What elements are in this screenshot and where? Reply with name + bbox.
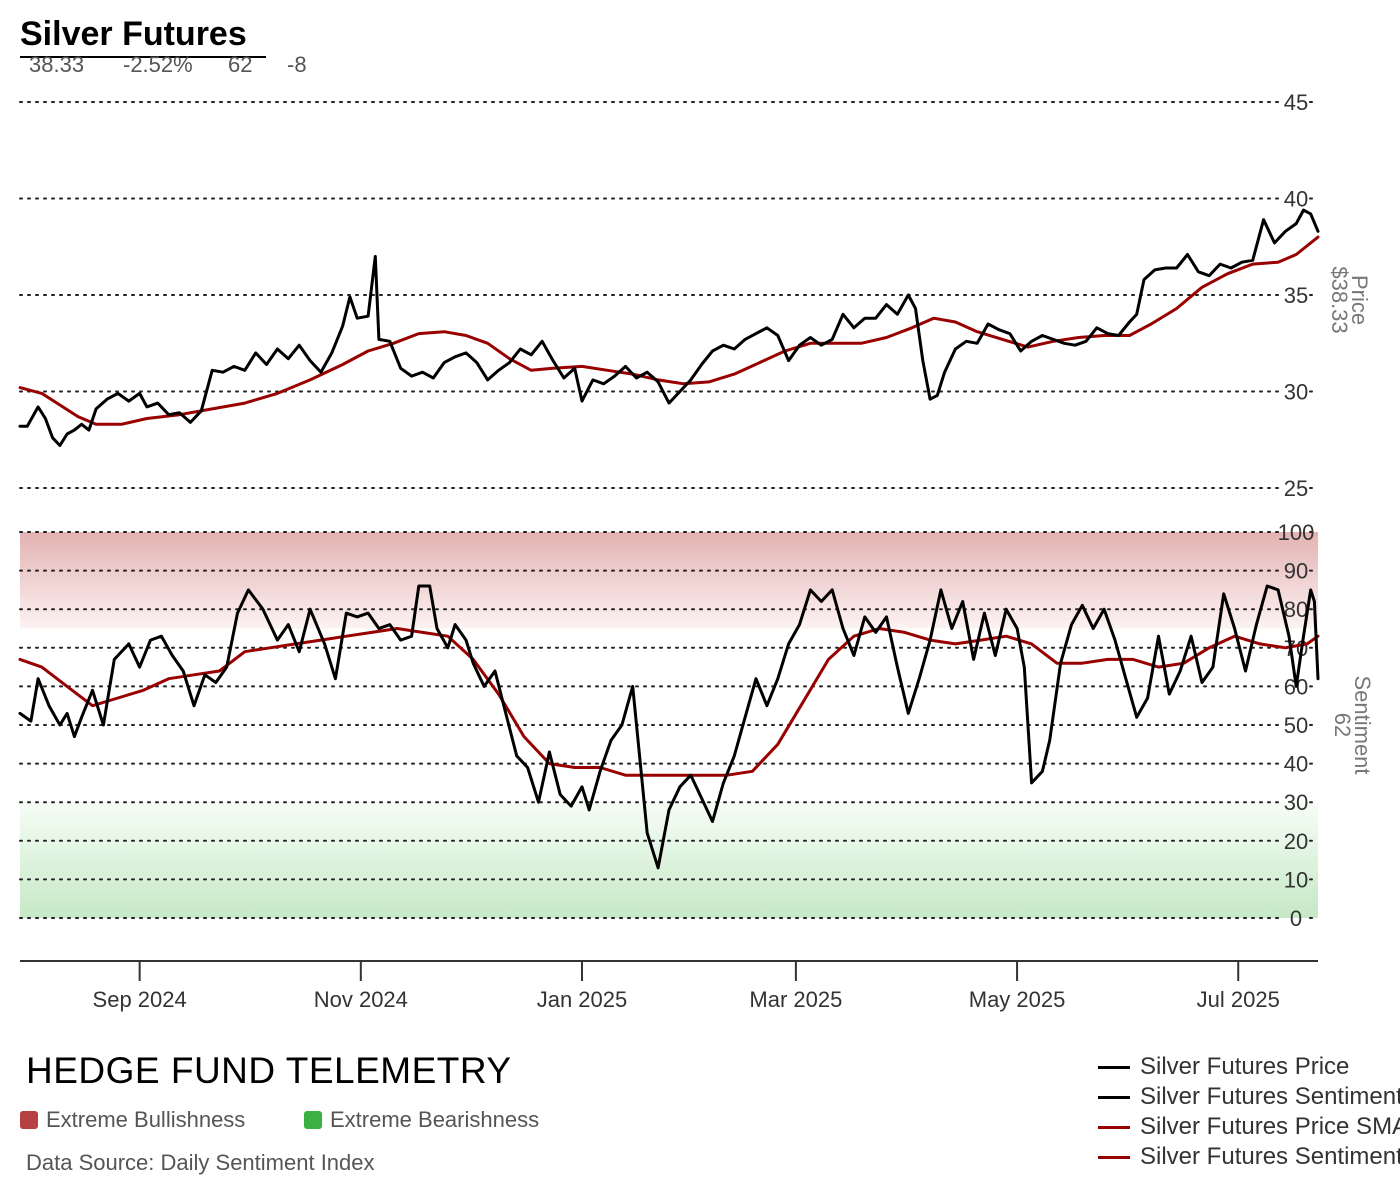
series-lines [18, 208, 1320, 870]
sentiment-change: -8 [287, 52, 307, 77]
price-tick-label: 45 [1284, 90, 1308, 115]
extreme-bull-key: Extreme Bullishness [20, 1107, 245, 1133]
extreme-bear-band [20, 802, 1318, 918]
legend-line-sentiment-sma [1098, 1155, 1130, 1159]
sentiment-tick-label: 20 [1284, 829, 1308, 854]
x-tick-label: Sep 2024 [93, 987, 187, 1012]
x-tick-label: Jul 2025 [1197, 987, 1280, 1012]
extreme-bear-label: Extreme Bearishness [330, 1107, 540, 1132]
price-line [18, 208, 1320, 447]
extreme-bear-swatch [304, 1111, 322, 1129]
legend: Silver Futures Price Silver Futures Sent… [1098, 1052, 1400, 1172]
extreme-bull-label: Extreme Bullishness [46, 1107, 246, 1132]
extreme-bull-band [20, 532, 1318, 629]
price-tick-label: 25 [1284, 476, 1308, 501]
legend-item-sentiment-sma[interactable]: Silver Futures Sentiment SMA [1098, 1142, 1400, 1172]
price-axis-value: $38.33 [1327, 266, 1352, 333]
legend-line-price [1098, 1065, 1130, 1069]
price-value: 38.33 [29, 52, 85, 77]
sentiment-tick-label: 80 [1284, 597, 1308, 622]
sentiment-tick-label: 30 [1284, 790, 1308, 815]
legend-line-price-sma [1098, 1125, 1130, 1129]
x-tick-label: Jan 2025 [537, 987, 628, 1012]
extreme-bear-key: Extreme Bearishness [304, 1107, 539, 1133]
price-tick-label: 35 [1284, 283, 1308, 308]
legend-item-price-sma[interactable]: Silver Futures Price SMA [1098, 1112, 1400, 1142]
sentiment-tick-label: 0 [1290, 906, 1302, 931]
sentiment-line [18, 584, 1320, 870]
price-change-pct: -2.52% [123, 52, 193, 77]
sentiment-sma-line [18, 627, 1320, 777]
sentiment-tick-label: 90 [1284, 559, 1308, 584]
grid-lines [19, 101, 1319, 919]
sentiment-axis-value: 62 [1330, 713, 1355, 737]
sentiment-tick-label: 100 [1278, 520, 1315, 545]
x-tick-label: May 2025 [969, 987, 1066, 1012]
title-underline [20, 56, 266, 58]
legend-label-price: Silver Futures Price [1140, 1053, 1350, 1080]
sentiment-tick-label: 50 [1284, 713, 1308, 738]
legend-label-sentiment: Silver Futures Sentiment [1140, 1083, 1400, 1110]
x-axis: Sep 2024 Nov 2024 Jan 2025 Mar 2025 May 2025… [20, 960, 1318, 1012]
price-tick-label: 30 [1284, 380, 1308, 405]
price-axis-title: Price [1347, 275, 1372, 325]
legend-item-sentiment[interactable]: Silver Futures Sentiment [1098, 1082, 1400, 1112]
sentiment-tick-label: 40 [1284, 752, 1308, 777]
sentiment-axis-title: Sentiment [1350, 675, 1375, 774]
sentiment-value: 62 [228, 52, 253, 77]
x-tick-label: Mar 2025 [749, 987, 842, 1012]
sentiment-tick-label: 10 [1284, 867, 1308, 892]
legend-label-price-sma: Silver Futures Price SMA [1140, 1113, 1400, 1140]
legend-item-price[interactable]: Silver Futures Price [1098, 1052, 1400, 1082]
brand-name: HEDGE FUND TELEMETRY [26, 1050, 512, 1091]
data-source: Data Source: Daily Sentiment Index [26, 1150, 375, 1175]
extreme-bull-swatch [20, 1111, 38, 1129]
legend-label-sentiment-sma: Silver Futures Sentiment SMA [1140, 1143, 1400, 1170]
x-tick-label: Nov 2024 [314, 987, 408, 1012]
chart-title: Silver Futures [20, 15, 247, 53]
legend-line-sentiment [1098, 1095, 1130, 1099]
price-tick-label: 40 [1284, 187, 1308, 212]
